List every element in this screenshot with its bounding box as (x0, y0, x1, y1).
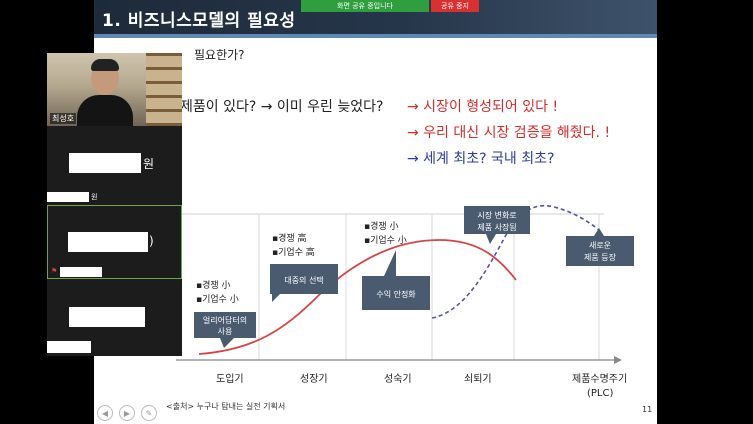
svg-text:대중의 선택: 대중의 선택 (284, 275, 323, 285)
participant-tag-suffix: 원 (91, 193, 98, 201)
callout-new-product: 새로운 제품 등장 (566, 228, 634, 266)
stage-note: ▪기업수 高 (272, 246, 315, 258)
svg-text:수익 안정화: 수익 안정화 (376, 289, 416, 299)
callout-mass-choice: 대중의 선택 (270, 264, 338, 302)
person-body (77, 95, 133, 126)
answer-line-1: → 시장이 형성되어 있다 ! (407, 99, 559, 115)
slide-nav-pen-icon[interactable]: ✎ (141, 405, 157, 421)
sharing-status: 화면 공유 중입니다 (301, 0, 429, 12)
source-footer: <출처> 누구나 탐내는 실전 기획서 (166, 402, 286, 411)
mic-muted-icon: ⚑ (51, 267, 58, 275)
participant-name-suffix: ) (149, 234, 154, 248)
person-hair (91, 59, 119, 71)
bookshelf (146, 53, 182, 126)
shared-slide: 1. 비즈니스모델의 필요성 필요한가? 제품이 있다? → 이미 우린 늦었다… (94, 0, 657, 424)
participant-video-tile[interactable]: 최성호 (47, 53, 182, 126)
stage-label: 쇠퇴기 (464, 373, 492, 385)
participant-tile[interactable] (47, 281, 182, 356)
stage-note: ▪기업수 小 (196, 294, 239, 305)
svg-text:얼리어답터의: 얼리어답터의 (203, 315, 247, 325)
stage-label: 도입기 (216, 372, 244, 385)
axis-label: 제품수명주기 (572, 373, 627, 385)
participant-name-label: 최성호 (50, 113, 77, 124)
stage-note: ▪경쟁 高 (272, 232, 307, 244)
redacted-name (68, 232, 148, 252)
redacted-name (69, 153, 141, 173)
redacted-tag (60, 267, 102, 277)
participant-gallery: 최성호 원 원 ) ⚑ (47, 53, 182, 356)
redacted-tag (47, 192, 89, 202)
answer-line-3: → 세계 최초? 국내 최초? (407, 151, 555, 167)
stage-note: ▪경쟁 小 (364, 220, 399, 232)
stage-label: 성숙기 (384, 373, 412, 385)
svg-text:제품 사장됨: 제품 사장됨 (477, 222, 516, 232)
slide-title: 1. 비즈니스모델의 필요성 (102, 11, 296, 31)
participant-tile-active[interactable]: ) ⚑ (47, 205, 182, 279)
redacted-tag (47, 341, 91, 353)
question-line: 제품이 있다? → 이미 우린 늦었다? (180, 99, 384, 115)
participant-name-suffix: 원 (143, 157, 155, 171)
axis-label-unit: (PLC) (587, 388, 613, 399)
plc-diagram: 도입기 성장기 성숙기 쇠퇴기 제품수명주기 (PLC) ▪경쟁 小 ▪기업수 … (176, 204, 634, 399)
callout-early-adopter: 얼리어답터의 사용 (194, 312, 256, 348)
plc-main-curve (198, 239, 517, 355)
participant-tile[interactable]: 원 원 (47, 128, 182, 203)
slide-nav-next-icon[interactable]: ▶ (119, 405, 135, 421)
svg-text:시장 변화로: 시장 변화로 (477, 210, 516, 220)
callout-market-change: 시장 변화로 제품 사장됨 (464, 206, 530, 244)
screen-share-bar: 화면 공유 중입니다 공유 중지 (301, 0, 479, 12)
stage-label: 성장기 (300, 373, 328, 385)
redacted-name (69, 307, 145, 327)
callout-stable-revenue: 수익 안정화 (362, 250, 430, 310)
stage-note: ▪경쟁 小 (196, 279, 231, 291)
svg-text:사용: 사용 (218, 327, 233, 336)
stage-note: ▪기업수 小 (364, 235, 407, 246)
slide-nav-prev-icon[interactable]: ◀ (97, 405, 113, 421)
answer-line-2: → 우리 대신 시장 검증을 해줬다. ! (407, 125, 611, 141)
svg-text:새로운: 새로운 (589, 241, 611, 250)
page-number: 11 (642, 405, 653, 414)
svg-text:제품 등장: 제품 등장 (584, 252, 617, 262)
slide-subtitle: 필요한가? (194, 48, 245, 62)
stop-share-button[interactable]: 공유 중지 (431, 0, 479, 12)
